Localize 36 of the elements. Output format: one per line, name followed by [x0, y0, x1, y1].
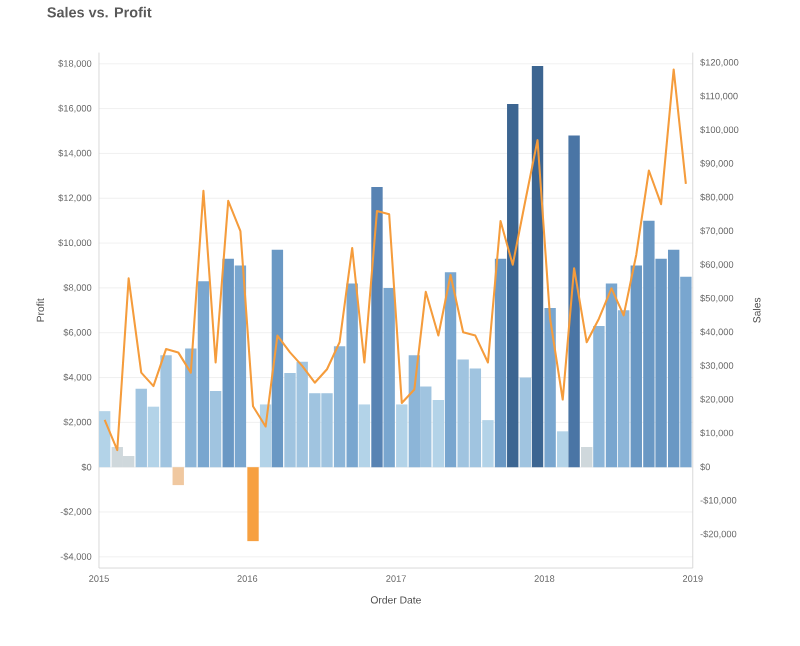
bar — [605, 283, 618, 467]
bar — [444, 272, 457, 467]
bar — [507, 103, 519, 467]
bar — [333, 345, 346, 467]
bar — [371, 186, 383, 467]
bar — [408, 354, 421, 467]
bar — [544, 307, 556, 467]
bar — [432, 399, 445, 467]
bar — [568, 135, 580, 467]
bar — [519, 377, 532, 467]
bar — [581, 446, 593, 467]
bar — [247, 466, 259, 541]
bar — [383, 287, 395, 467]
bar — [172, 466, 184, 485]
bar — [396, 404, 408, 467]
bar — [618, 310, 630, 467]
bar — [593, 325, 605, 467]
bar — [680, 276, 692, 467]
bar — [494, 258, 507, 467]
bar — [358, 404, 371, 467]
bar — [420, 386, 432, 467]
line-series — [103, 68, 687, 451]
bar — [482, 419, 494, 467]
bar — [197, 280, 210, 467]
bar — [222, 258, 234, 467]
bar — [346, 283, 358, 467]
bar — [135, 388, 147, 467]
bar — [160, 354, 172, 467]
bar — [271, 249, 284, 467]
bar — [557, 431, 569, 467]
bar — [209, 390, 222, 467]
bar — [98, 410, 111, 467]
bar — [531, 65, 544, 467]
bar — [234, 265, 247, 467]
bar — [185, 348, 197, 467]
bar — [147, 406, 160, 467]
